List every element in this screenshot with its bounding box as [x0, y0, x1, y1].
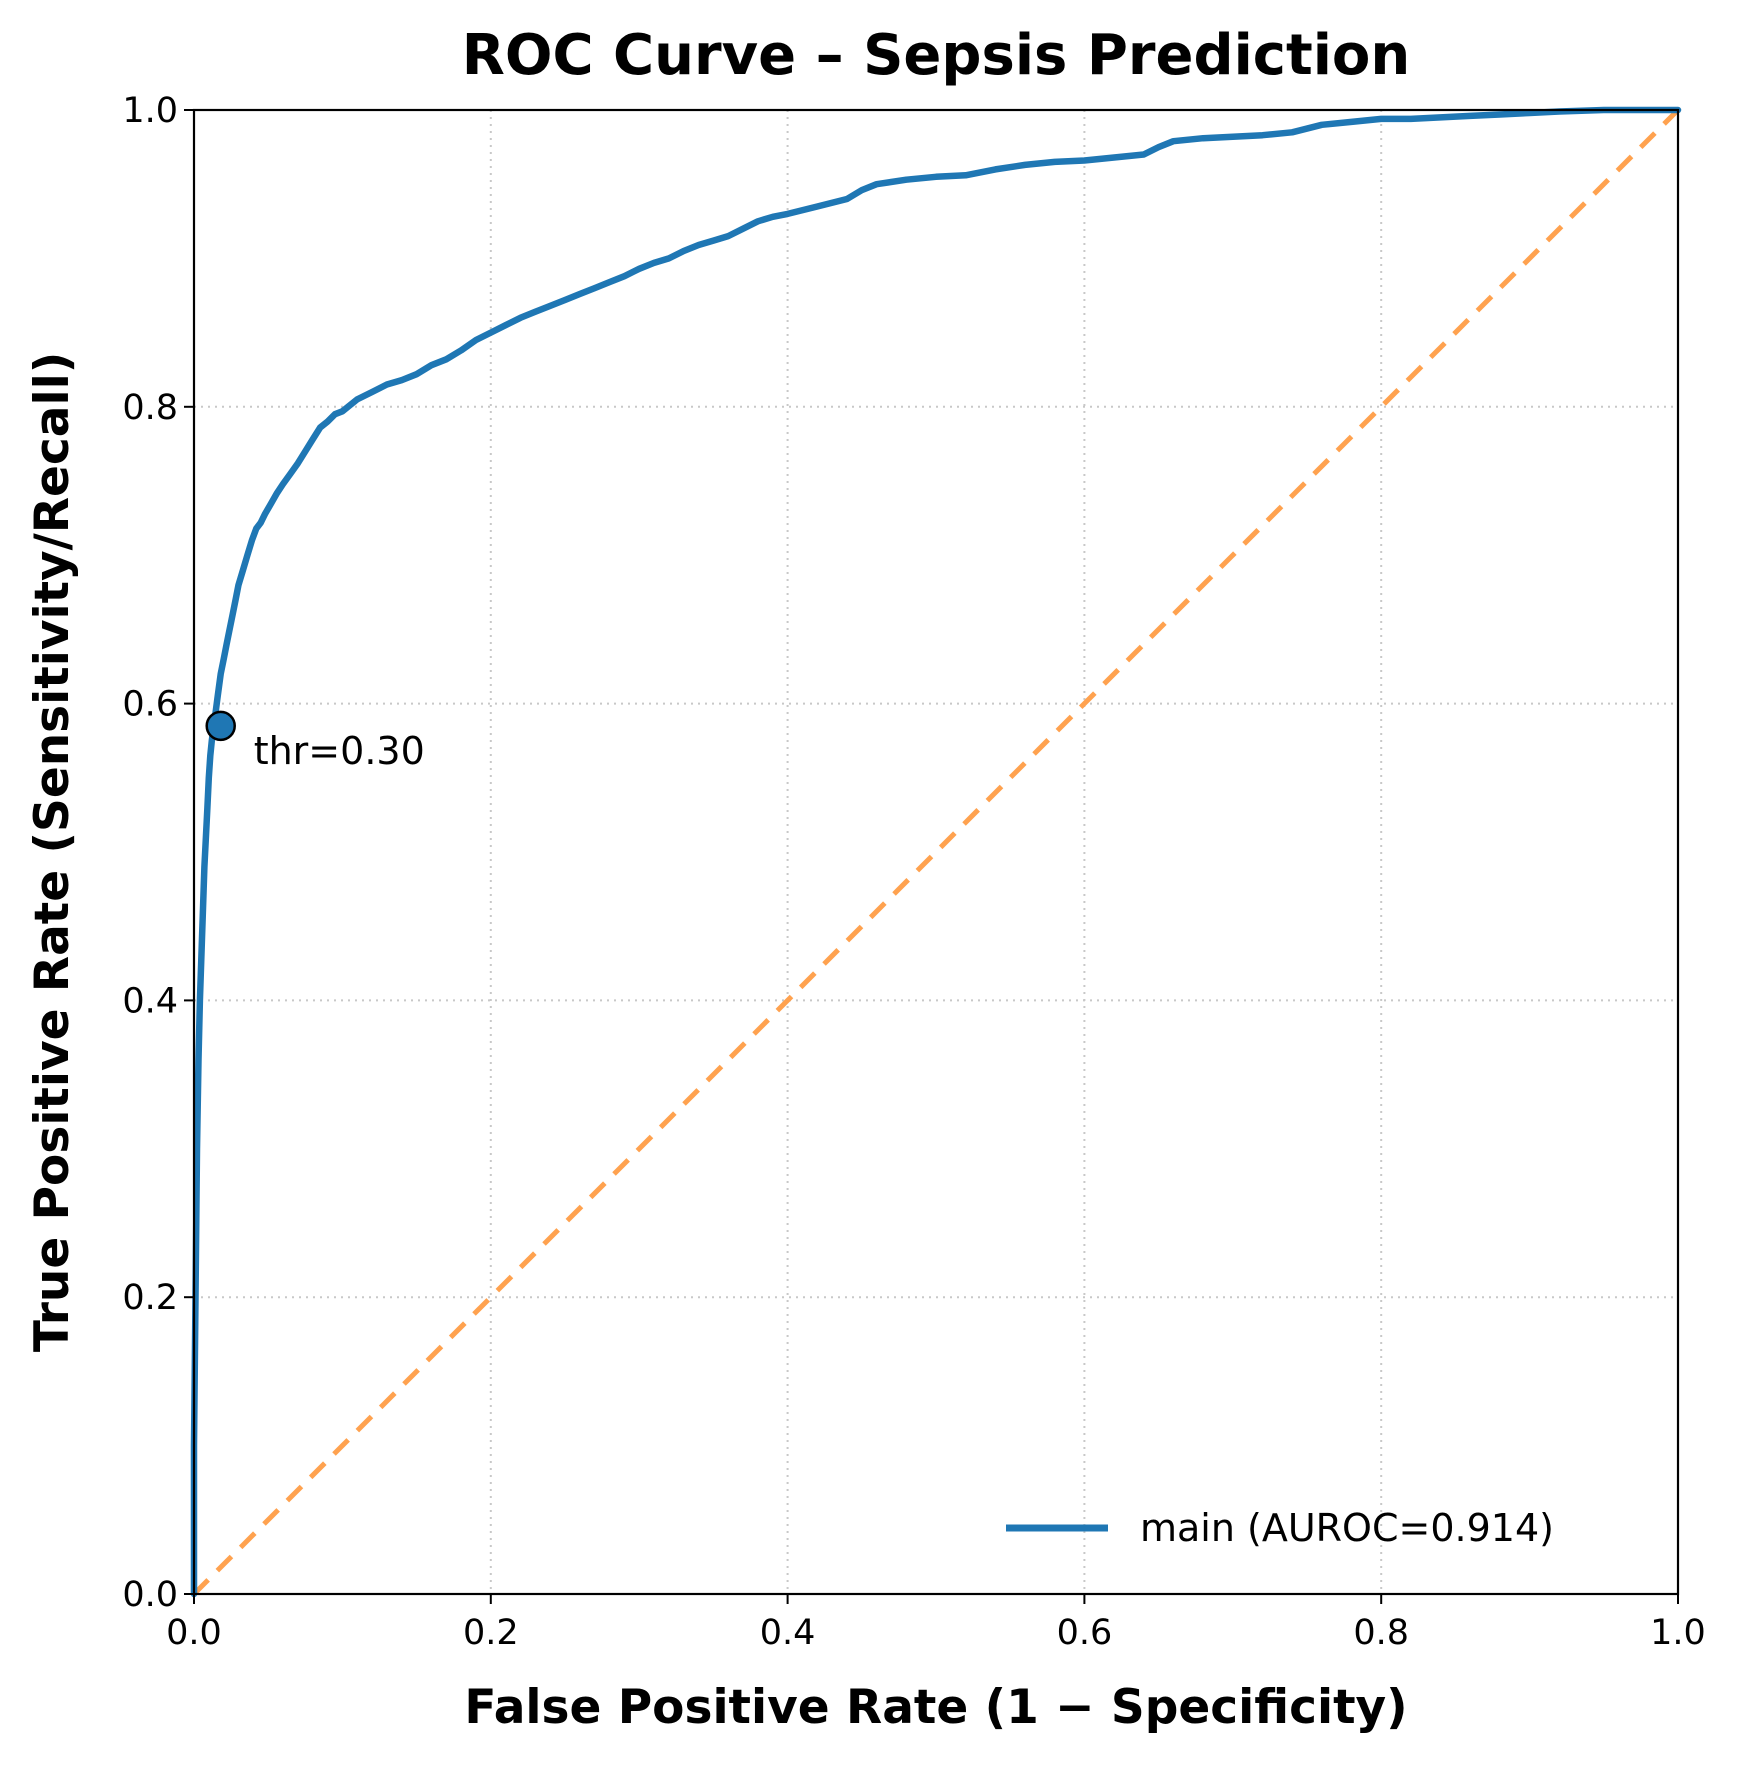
x-tick-label: 0.4 — [760, 1613, 816, 1653]
chart-title: ROC Curve – Sepsis Prediction — [462, 23, 1411, 88]
roc-curve-main — [190, 106, 1682, 1598]
threshold-marker — [205, 710, 236, 742]
y-tick-label: 1.0 — [122, 91, 178, 131]
annotations: thr=0.30 — [205, 710, 425, 773]
x-tick-label: 0.0 — [166, 1613, 222, 1653]
plot-series — [190, 106, 1682, 1598]
chance-diagonal-line — [192, 108, 1680, 1596]
x-tick-label: 0.2 — [463, 1613, 519, 1653]
legend: main (AUROC=0.914) — [1006, 1506, 1554, 1550]
legend-label-main: main (AUROC=0.914) — [1140, 1506, 1554, 1550]
x-tick-label: 0.6 — [1057, 1613, 1113, 1653]
x-tick-label: 0.8 — [1353, 1613, 1409, 1653]
y-tick-label: 0.4 — [122, 981, 178, 1021]
y-tick-label: 0.6 — [122, 685, 178, 725]
threshold-label: thr=0.30 — [254, 729, 425, 773]
grid-lines — [194, 110, 1678, 1594]
y-tick-label: 0.8 — [122, 388, 178, 428]
x-axis-title: False Positive Rate (1 − Specificity) — [464, 1680, 1407, 1735]
axis-ticks: 0.0 0.2 0.4 0.6 0.8 1.0 0.0 0.2 0.4 0.6 0.8 1.0 — [122, 91, 1706, 1653]
x-tick-label: 1.0 — [1650, 1613, 1706, 1653]
y-tick-label: 0.2 — [122, 1278, 178, 1318]
plot-frame — [192, 108, 1680, 1596]
y-axis-title: True Positive Rate (Sensitivity/Recall) — [25, 352, 80, 1352]
y-tick-label: 0.0 — [122, 1575, 178, 1615]
